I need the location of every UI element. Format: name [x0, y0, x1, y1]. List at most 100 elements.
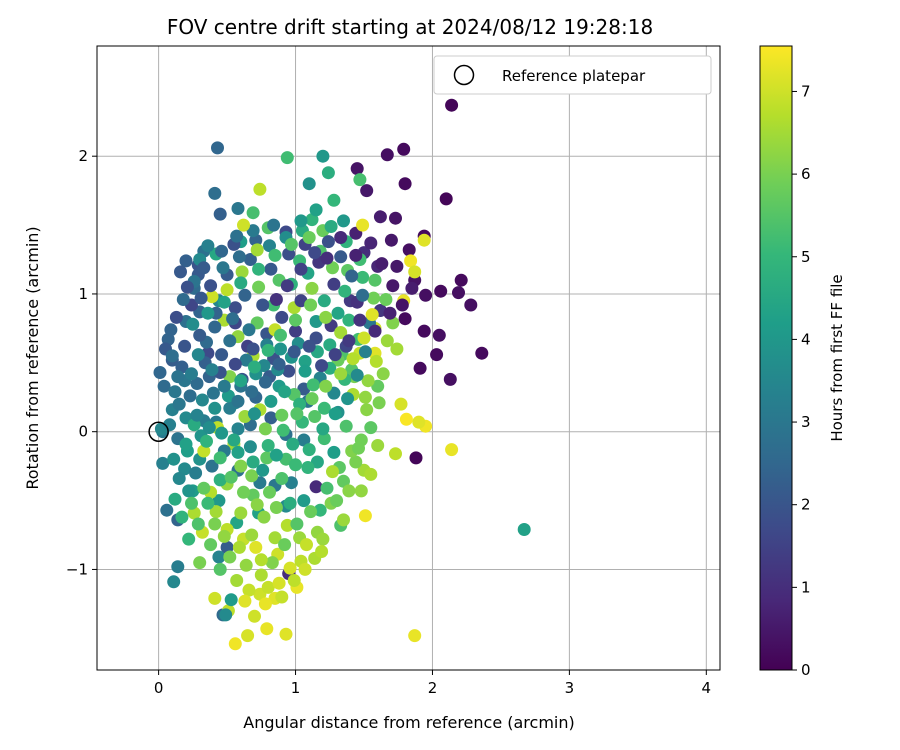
- data-point: [182, 484, 196, 498]
- data-point: [454, 273, 468, 287]
- data-point: [248, 609, 261, 623]
- data-point: [279, 627, 293, 641]
- data-point: [309, 480, 323, 494]
- data-point: [269, 501, 283, 514]
- data-point: [350, 162, 364, 176]
- legend: Reference platepar: [433, 55, 712, 95]
- data-point: [321, 235, 335, 249]
- data-point: [365, 308, 379, 322]
- data-point: [404, 254, 418, 268]
- data-point: [298, 562, 312, 576]
- data-point: [356, 288, 370, 302]
- data-point: [172, 472, 186, 485]
- data-point: [246, 455, 260, 469]
- data-point: [334, 326, 348, 339]
- data-point: [345, 269, 359, 283]
- data-point: [334, 250, 348, 264]
- data-point: [212, 550, 226, 564]
- data-point: [163, 418, 177, 432]
- data-point: [243, 440, 257, 454]
- x-tick-label: 1: [291, 679, 301, 697]
- data-point: [234, 276, 248, 290]
- x-tick-label: 0: [154, 679, 164, 697]
- data-point: [224, 470, 238, 484]
- data-point: [384, 233, 398, 247]
- data-point: [302, 177, 316, 191]
- data-point: [358, 509, 372, 523]
- data-point: [376, 367, 390, 381]
- data-point: [238, 594, 252, 608]
- data-point: [290, 517, 304, 531]
- data-point: [252, 280, 266, 294]
- data-point: [353, 313, 367, 327]
- data-point: [231, 422, 245, 436]
- data-point: [182, 532, 196, 546]
- data-point: [248, 360, 261, 374]
- data-point: [204, 279, 218, 293]
- data-point: [206, 386, 220, 400]
- data-point: [283, 561, 297, 575]
- data-point: [231, 394, 245, 408]
- data-point: [246, 342, 260, 356]
- data-point: [234, 459, 248, 473]
- data-point: [301, 461, 315, 474]
- data-point: [300, 538, 313, 552]
- data-point: [176, 293, 190, 306]
- data-point: [172, 397, 186, 411]
- data-point: [305, 213, 319, 227]
- data-point: [386, 279, 400, 293]
- data-point: [308, 246, 322, 260]
- data-point: [193, 556, 207, 570]
- colorbar-tick-label: 3: [801, 413, 811, 431]
- data-point: [356, 218, 370, 232]
- data-point: [294, 262, 308, 276]
- data-point: [346, 352, 360, 366]
- data-point: [243, 253, 257, 266]
- data-point: [254, 553, 268, 567]
- data-point: [302, 231, 316, 244]
- data-point: [319, 310, 333, 324]
- data-point: [280, 518, 294, 532]
- y-tick-label: 2: [78, 147, 88, 165]
- data-point: [191, 517, 205, 531]
- data-point: [197, 481, 211, 495]
- data-points: [153, 98, 531, 651]
- data-point: [248, 407, 261, 421]
- data-point: [215, 244, 229, 258]
- data-point: [208, 401, 222, 415]
- data-point: [452, 286, 465, 300]
- data-point: [191, 348, 205, 362]
- data-point: [250, 243, 264, 257]
- data-point: [352, 441, 365, 455]
- legend-box: [433, 55, 712, 95]
- data-point: [190, 377, 204, 390]
- data-point: [408, 265, 422, 279]
- data-point: [350, 368, 364, 382]
- data-point: [246, 206, 260, 220]
- data-point: [398, 177, 412, 191]
- data-point: [367, 291, 381, 305]
- data-point: [306, 378, 320, 392]
- data-point: [224, 593, 238, 607]
- axis-ticks: 0 1 2 3 4 −1 0 1 2: [66, 147, 711, 697]
- data-point: [257, 359, 271, 373]
- y-tick-label: 1: [78, 285, 88, 303]
- data-point: [258, 375, 272, 389]
- data-point: [389, 447, 402, 461]
- data-point: [289, 313, 302, 327]
- data-point: [212, 494, 226, 508]
- data-point: [445, 98, 459, 112]
- x-tick-label: 2: [428, 679, 438, 697]
- colorbar-tick-label: 7: [801, 82, 811, 100]
- data-point: [205, 290, 219, 304]
- data-point: [234, 374, 248, 388]
- data-point: [232, 250, 246, 264]
- data-point: [241, 629, 255, 643]
- data-point: [353, 173, 367, 187]
- data-point: [275, 472, 289, 485]
- y-axis-label: Rotation from reference (arcmin): [23, 226, 42, 489]
- data-point: [219, 608, 233, 622]
- data-point: [237, 485, 250, 499]
- data-point: [443, 372, 457, 386]
- data-point: [337, 214, 350, 228]
